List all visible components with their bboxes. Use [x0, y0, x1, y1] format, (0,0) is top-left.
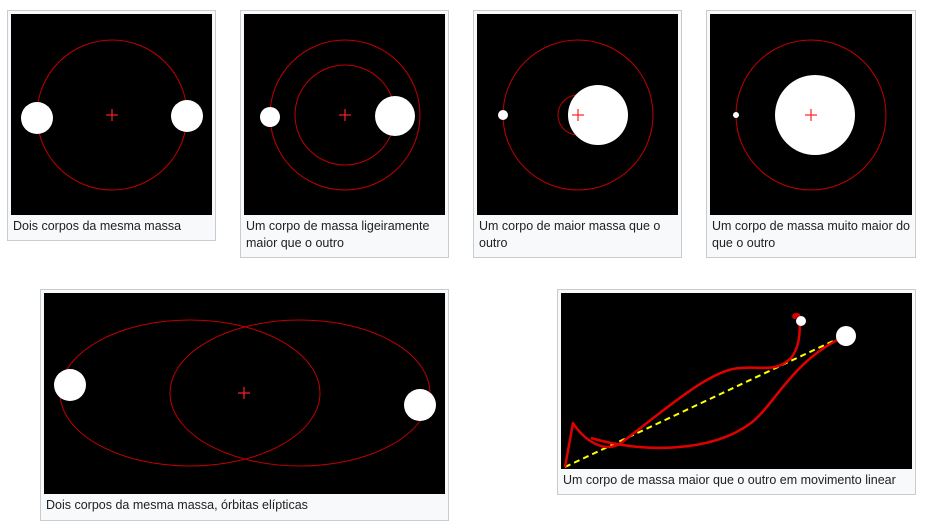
gallery-item-linear-motion[interactable]: Um corpo de massa maior que o outro em m…: [557, 289, 916, 495]
animation-larger-mass[interactable]: [477, 14, 678, 215]
body-large: [375, 96, 415, 136]
animation-slightly-larger-mass[interactable]: [244, 14, 445, 215]
gallery-caption: Um corpo de maior massa que o outro: [479, 219, 661, 250]
animation-linear-motion[interactable]: [561, 293, 912, 469]
gallery-caption: Dois corpos da mesma massa, órbitas elíp…: [46, 498, 308, 512]
barycenter-marker: [339, 109, 351, 121]
body-small: [498, 110, 508, 120]
trail-small-body: [563, 312, 801, 468]
gallery-caption: Um corpo de massa ligeiramente maior que…: [246, 219, 430, 250]
body-left: [21, 102, 53, 134]
body-right: [171, 100, 203, 132]
animation-much-larger-mass[interactable]: [710, 14, 912, 215]
body-large: [568, 85, 628, 145]
animation-equal-mass[interactable]: [11, 14, 212, 215]
gallery-item-equal-mass[interactable]: Dois corpos da mesma massa: [7, 10, 216, 241]
gallery-caption: Dois corpos da mesma massa: [13, 219, 182, 233]
gallery-item-slightly-larger-mass[interactable]: Um corpo de massa ligeiramente maior que…: [240, 10, 449, 258]
gallery-item-larger-mass[interactable]: Um corpo de maior massa que o outro: [473, 10, 682, 258]
trail-large-body: [590, 336, 842, 450]
gallery-item-much-larger-mass[interactable]: Um corpo de massa muito maior do que o o…: [706, 10, 916, 258]
barycenter-marker: [106, 109, 118, 121]
gallery-caption: Um corpo de massa muito maior do que o o…: [712, 219, 910, 250]
body-small: [260, 107, 280, 127]
gallery-item-elliptical-orbits[interactable]: Dois corpos da mesma massa, órbitas elíp…: [40, 289, 449, 521]
linear-path: [564, 334, 847, 468]
body-large: [836, 326, 856, 346]
barycenter-marker: [805, 109, 817, 121]
animation-background: [561, 293, 912, 469]
body-right: [404, 389, 436, 421]
gallery-caption: Um corpo de massa maior que o outro em m…: [563, 473, 896, 487]
body-small: [796, 316, 806, 326]
barycenter-marker: [238, 387, 250, 399]
body-left: [54, 369, 86, 401]
body-small: [733, 112, 739, 118]
barycenter-marker: [572, 109, 584, 121]
animation-elliptical-orbits[interactable]: [44, 293, 445, 494]
